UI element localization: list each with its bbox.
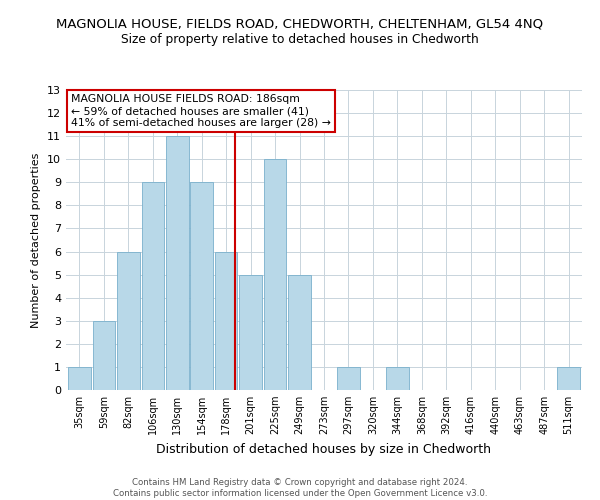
Bar [288, 274, 311, 390]
Text: Size of property relative to detached houses in Chedworth: Size of property relative to detached ho… [121, 32, 479, 46]
Bar [337, 367, 360, 390]
Bar [142, 182, 164, 390]
Bar [68, 367, 91, 390]
Bar [386, 367, 409, 390]
Bar [190, 182, 213, 390]
Bar [215, 252, 238, 390]
Text: Contains HM Land Registry data © Crown copyright and database right 2024.
Contai: Contains HM Land Registry data © Crown c… [113, 478, 487, 498]
Bar [557, 367, 580, 390]
X-axis label: Distribution of detached houses by size in Chedworth: Distribution of detached houses by size … [157, 442, 491, 456]
Bar [239, 274, 262, 390]
Bar [166, 136, 188, 390]
Bar [117, 252, 140, 390]
Text: MAGNOLIA HOUSE FIELDS ROAD: 186sqm
← 59% of detached houses are smaller (41)
41%: MAGNOLIA HOUSE FIELDS ROAD: 186sqm ← 59%… [71, 94, 331, 128]
Bar [92, 321, 115, 390]
Y-axis label: Number of detached properties: Number of detached properties [31, 152, 41, 328]
Text: MAGNOLIA HOUSE, FIELDS ROAD, CHEDWORTH, CHELTENHAM, GL54 4NQ: MAGNOLIA HOUSE, FIELDS ROAD, CHEDWORTH, … [56, 18, 544, 30]
Bar [264, 159, 286, 390]
